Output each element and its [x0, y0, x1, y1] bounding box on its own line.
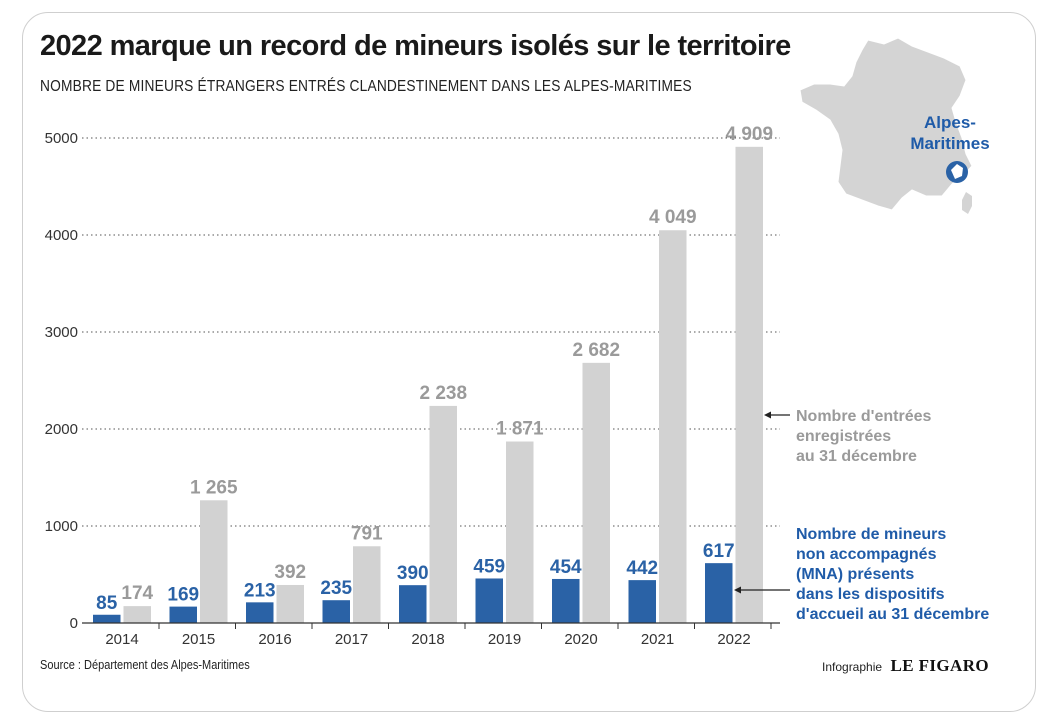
bar-mna	[552, 578, 580, 623]
chart-title: 2022 marque un record de mineurs isolés …	[40, 30, 791, 62]
chart-subtitle: NOMBRE DE MINEURS ÉTRANGERS ENTRÉS CLAND…	[40, 78, 692, 95]
x-tick-label: 2022	[717, 631, 750, 648]
value-label-entries: 791	[351, 523, 383, 544]
alpes-maritimes-shape	[951, 164, 963, 179]
bar-entries	[735, 146, 763, 623]
bar-entries	[429, 405, 457, 623]
value-label-entries: 392	[274, 562, 306, 583]
legend-gray-line: enregistrées	[796, 428, 892, 445]
y-axis-ticks: 0 1000 2000 3000 4000 5000	[45, 130, 78, 632]
legend-blue-line: (MNA) présents	[796, 566, 915, 583]
value-label-entries: 2 682	[572, 340, 620, 361]
legend-blue-line: dans les dispositifs	[796, 586, 945, 603]
value-label-entries: 1 871	[496, 419, 544, 440]
bar-entries	[276, 584, 304, 623]
gray-arrowhead	[764, 411, 771, 419]
y-tick-label: 1000	[45, 518, 78, 535]
brand-logo: LE FIGARO	[890, 656, 990, 675]
x-axis-ticks: 2014 2015 2016 2017 2018 2019 2020 2021 2022	[105, 623, 772, 648]
annotation-arrows	[734, 411, 790, 594]
bar-mna	[246, 602, 274, 623]
value-label-mna: 390	[397, 563, 429, 584]
value-label-mna: 235	[320, 578, 352, 599]
legend-gray-annotation: Nombre d'entrées enregistrées au 31 déce…	[796, 407, 931, 467]
map-region-label: Alpes- Maritimes	[898, 112, 1002, 154]
bar-mna	[93, 614, 121, 623]
y-tick-label: 3000	[45, 324, 78, 341]
value-label-entries: 2 238	[419, 383, 467, 404]
x-tick-label: 2016	[258, 631, 291, 648]
value-label-mna: 442	[626, 558, 658, 579]
x-tick-label: 2015	[182, 631, 215, 648]
legend-blue-line: d'accueil au 31 décembre	[796, 606, 990, 623]
value-label-mna: 169	[167, 585, 199, 606]
value-label-mna: 459	[473, 556, 505, 577]
bar-entries	[353, 546, 381, 623]
bar-mna	[705, 563, 733, 623]
bar-entries	[200, 500, 228, 623]
x-tick-label: 2014	[105, 631, 138, 648]
bar-mna	[169, 606, 197, 623]
x-tick-label: 2021	[641, 631, 674, 648]
value-label-mna: 213	[244, 580, 276, 601]
y-tick-label: 5000	[45, 130, 78, 147]
credit: Infographie LE FIGARO	[822, 656, 989, 676]
value-label-mna: 85	[96, 593, 118, 614]
value-label-entries: 1 265	[190, 477, 238, 498]
value-label-mna: 454	[550, 557, 582, 578]
value-label-entries: 4 049	[649, 207, 697, 228]
map-label-line1: Alpes-	[924, 113, 976, 132]
y-tick-label: 0	[70, 615, 78, 632]
blue-arrowhead	[734, 586, 741, 594]
bar-mna	[399, 585, 427, 623]
value-label-entries: 174	[121, 583, 153, 604]
x-tick-label: 2017	[335, 631, 368, 648]
bar-mna	[628, 580, 656, 623]
credit-prefix: Infographie	[822, 660, 883, 674]
france-map-icon	[799, 37, 973, 214]
bars	[93, 146, 763, 623]
bar-entries	[506, 441, 534, 623]
y-tick-label: 4000	[45, 227, 78, 244]
map-label-line2: Maritimes	[910, 134, 990, 153]
bar-mna	[322, 600, 350, 623]
x-tick-label: 2019	[488, 631, 521, 648]
france-shape	[799, 37, 973, 211]
corsica-shape	[962, 192, 972, 214]
bar-entries	[582, 362, 610, 623]
legend-blue-annotation: Nombre de mineurs non accompagnés (MNA) …	[796, 525, 989, 625]
x-tick-label: 2020	[564, 631, 597, 648]
x-tick-label: 2018	[411, 631, 444, 648]
bar-entries	[659, 230, 687, 623]
source-note: Source : Département des Alpes-Maritimes	[40, 658, 250, 672]
legend-gray-line: au 31 décembre	[796, 448, 917, 465]
value-label-entries: 4 909	[725, 124, 773, 145]
legend-gray-line: Nombre d'entrées	[796, 408, 932, 425]
y-tick-label: 2000	[45, 421, 78, 438]
bar-mna	[475, 578, 503, 623]
bar-entries	[123, 606, 151, 623]
value-label-mna: 617	[703, 541, 735, 562]
legend-blue-line: non accompagnés	[796, 546, 937, 563]
legend-blue-line: Nombre de mineurs	[796, 526, 947, 543]
